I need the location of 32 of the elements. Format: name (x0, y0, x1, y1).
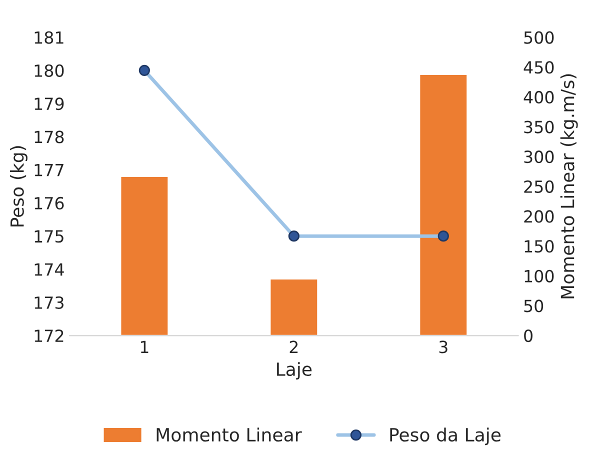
y-axis-title: Peso (kg) (10, 146, 28, 226)
x-tick-label: 3 (439, 340, 448, 354)
bar (269, 278, 319, 336)
y-tick-label: 176 (34, 196, 64, 210)
y2-tick-label: 450 (524, 61, 554, 74)
y2-tick-label: 100 (524, 270, 554, 282)
y-tick-label: 178 (34, 130, 64, 144)
y-tick-label: 175 (34, 230, 64, 243)
legend-label: Momento Linear (156, 428, 302, 442)
y2-axis-title: Momento Linear (kg.m/s) (560, 74, 578, 298)
y2-tick-label: 350 (524, 120, 554, 134)
y2-tick-label: 250 (524, 180, 554, 193)
y-tick-label: 173 (34, 296, 64, 309)
y2-tick-label: 300 (524, 150, 554, 164)
bar (418, 74, 468, 336)
y2-tick-label: 0 (524, 329, 532, 342)
legend-label: Peso da Laje (390, 428, 501, 446)
y-tick-label: 174 (34, 263, 64, 276)
y-tick-label: 172 (34, 329, 64, 342)
y2-tick-label: 200 (524, 210, 554, 223)
x-axis-title: Laje (277, 362, 312, 380)
bar (120, 176, 170, 336)
y-tick-label: 177 (34, 164, 64, 176)
y2-tick-label: 500 (524, 31, 554, 44)
y2-tick-label: 150 (524, 240, 554, 253)
y-tick-label: 179 (34, 98, 64, 110)
x-tick-label: 1 (140, 340, 148, 354)
y-tick-label: 181 (34, 31, 64, 44)
x-tick-label: 2 (290, 340, 298, 354)
y2-tick-label: 50 (524, 300, 544, 312)
y-tick-label: 180 (34, 64, 64, 77)
y2-tick-label: 400 (524, 90, 554, 104)
